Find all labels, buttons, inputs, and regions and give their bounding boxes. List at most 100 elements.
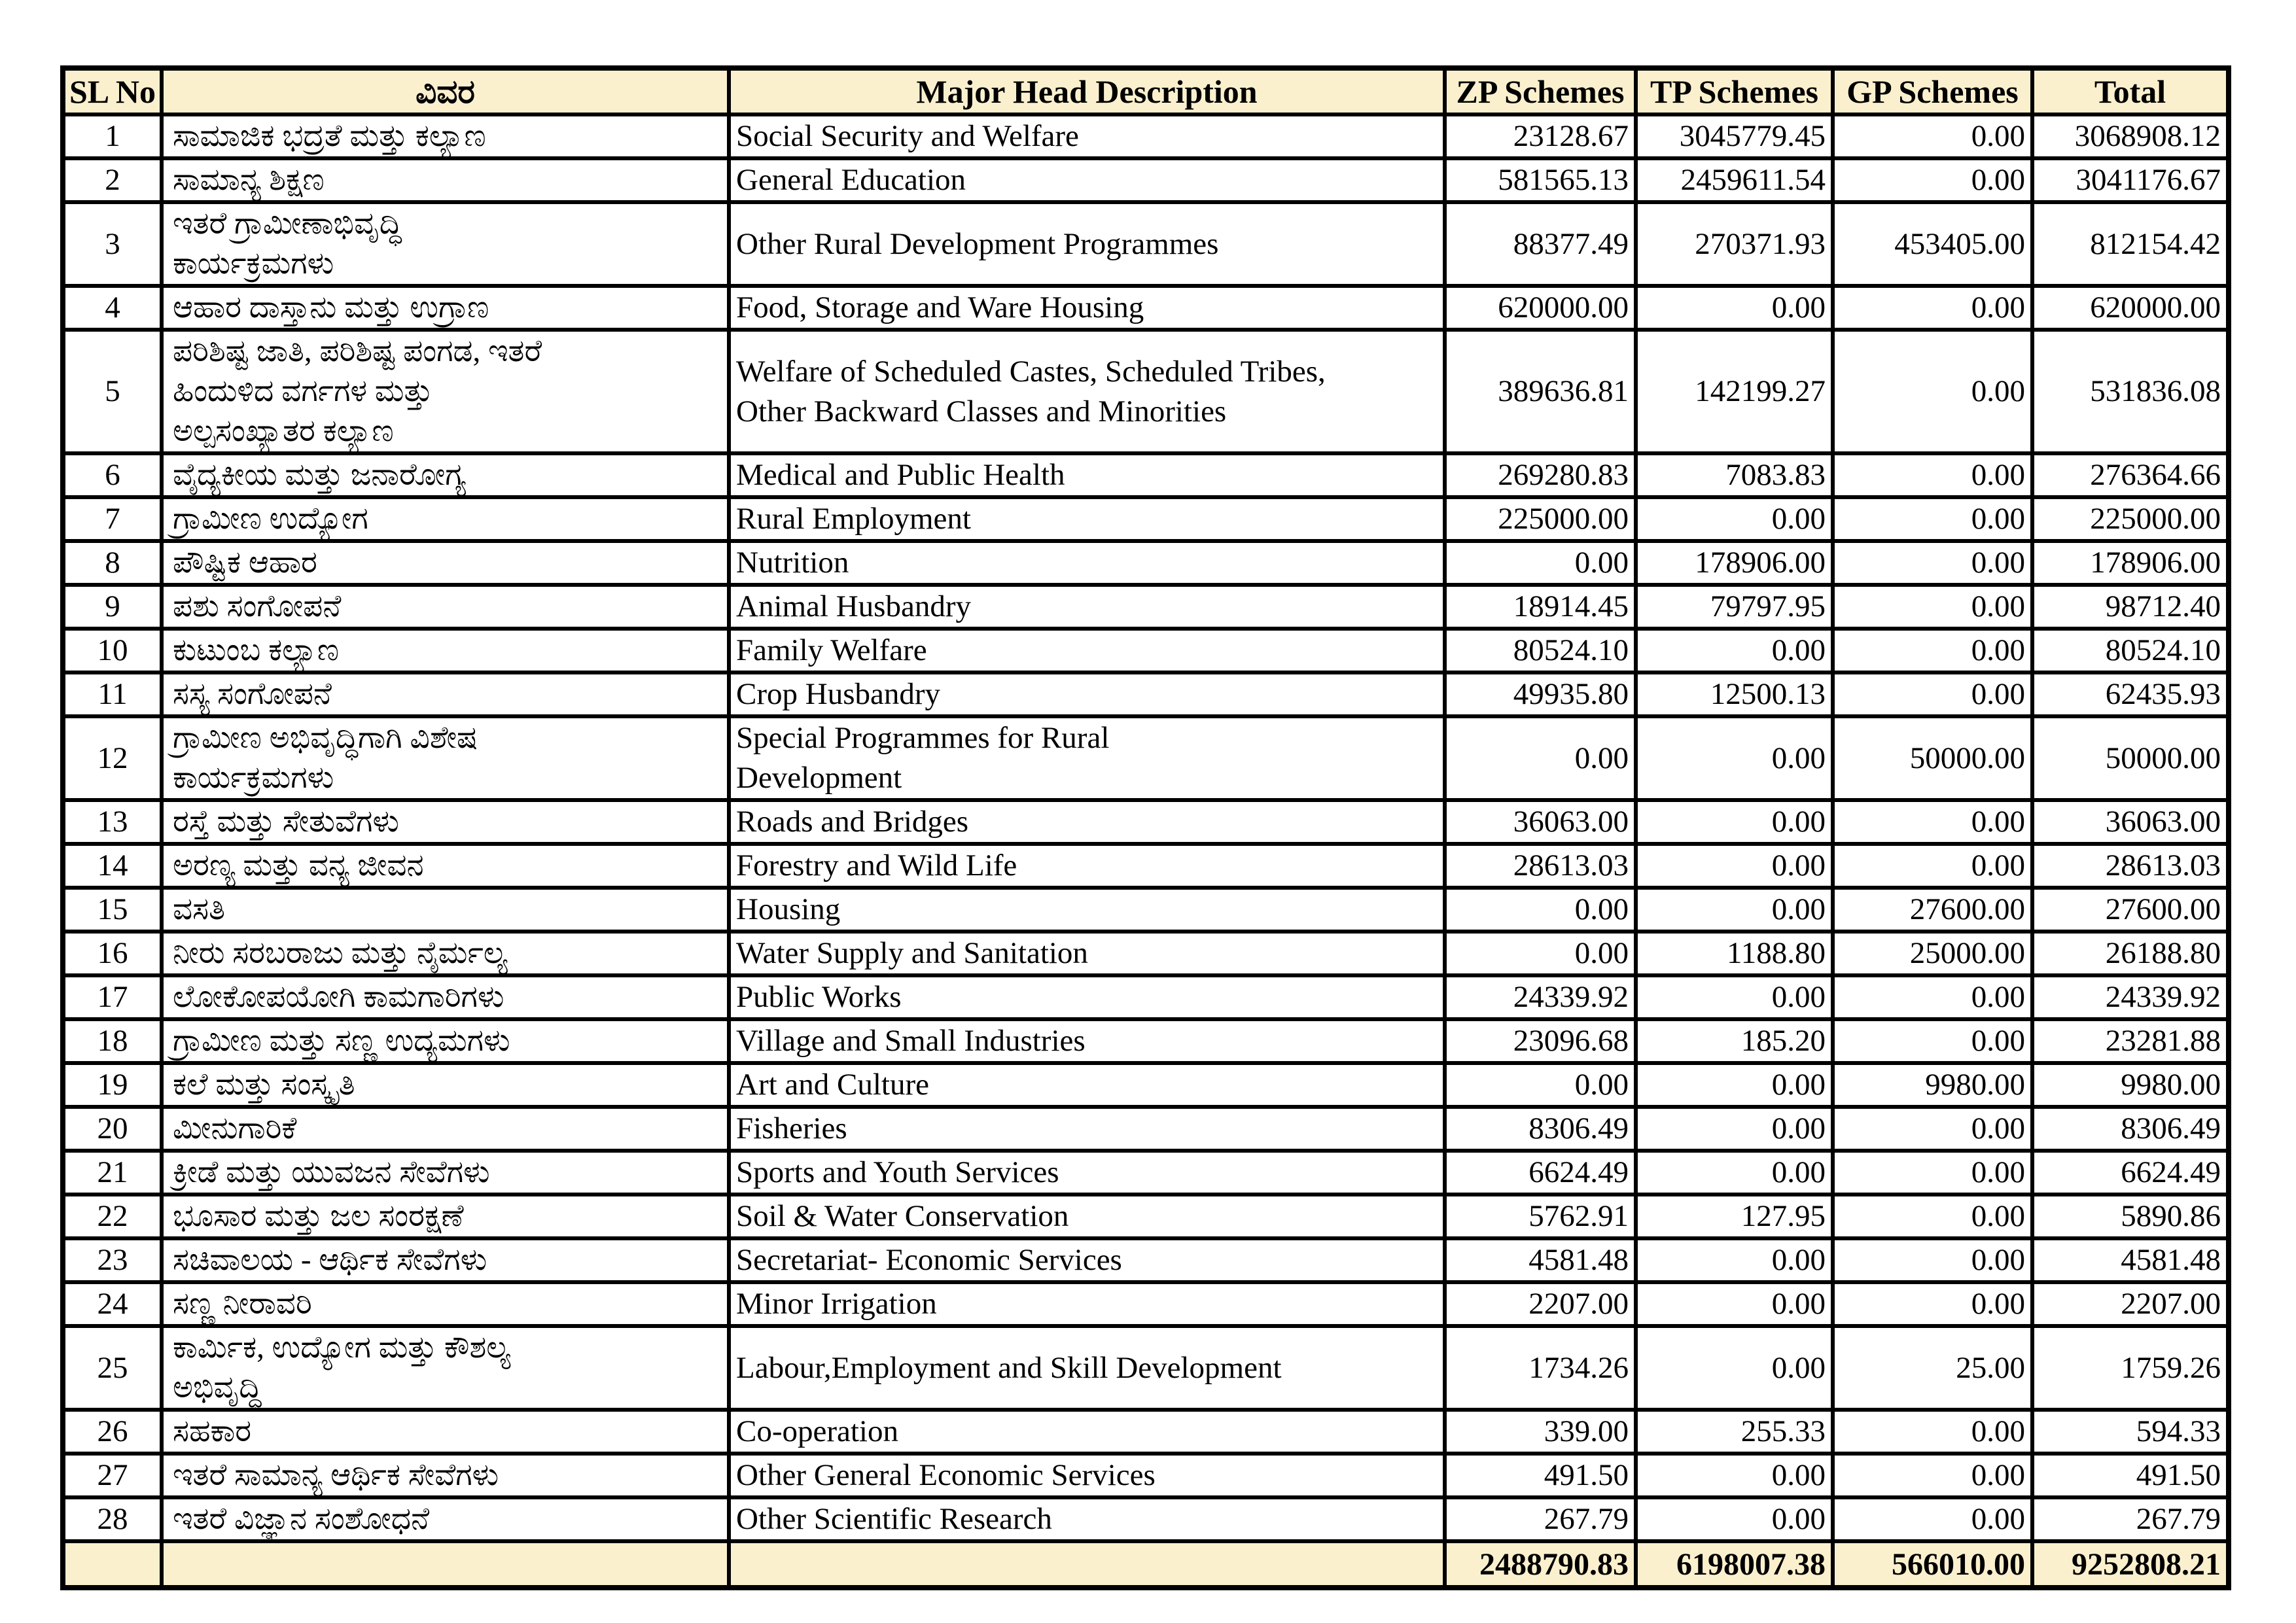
col-header-total: Total [2030, 66, 2231, 116]
footer-empty-details-cell [160, 1539, 731, 1590]
zp-schemes-cell: 267.79 [1443, 1495, 1638, 1543]
gp-schemes-cell: 0.00 [1831, 1452, 2034, 1499]
major-head-description-cell: Special Programmes for Rural Development [727, 714, 1447, 802]
zp-schemes-cell: 0.00 [1443, 1061, 1638, 1109]
details-kannada-cell: ಕುಟುಂಬ ಕಲ್ಯಾಣ [160, 627, 731, 674]
table-row: 14 ಅರಣ್ಯ ಮತ್ತು ವನ್ಯ ಜೀವನ Forestry and Wild… [61, 842, 2231, 890]
major-head-description-cell: Other Rural Development Programmes [727, 200, 1447, 288]
gp-schemes-cell: 0.00 [1831, 113, 2034, 160]
table-row: 22 ಭೂಸಾರ ಮತ್ತು ಜಲ ಸಂರಕ್ಷಣೆ Soil & Water Co… [61, 1193, 2231, 1240]
details-kannada-cell: ಸಸ್ಯ ಸಂಗೋಪನೆ [160, 671, 731, 718]
gp-schemes-cell: 0.00 [1831, 156, 2034, 204]
sl-no-cell: 8 [61, 539, 164, 587]
total-cell: 3068908.12 [2030, 113, 2231, 160]
total-cell: 28613.03 [2030, 842, 2231, 890]
total-cell: 3041176.67 [2030, 156, 2231, 204]
major-head-description-cell: Nutrition [727, 539, 1447, 587]
total-cell: 36063.00 [2030, 798, 2231, 846]
sl-no-cell: 6 [61, 451, 164, 499]
total-cell: 620000.00 [2030, 284, 2231, 332]
sl-no-cell: 4 [61, 284, 164, 332]
sl-no-cell: 5 [61, 328, 164, 455]
table-footer: 2488790.83 6198007.38 566010.00 9252808.… [61, 1539, 2231, 1590]
tp-schemes-cell: 0.00 [1634, 886, 1835, 934]
table-row: 26 ಸಹಕಾರ Co-operation 339.00 255.33 0.00 594.3… [61, 1408, 2231, 1456]
table-row: 23 ಸಚಿವಾಲಯ - ಆರ್ಥಿಕ ಸೇವೆಗಳು Secretariat- E… [61, 1236, 2231, 1284]
col-header-sl-no: SL No [61, 66, 164, 116]
table-row: 20 ಮೀನುಗಾರಿಕೆ Fisheries 8306.49 0.00 0.00 8306… [61, 1105, 2231, 1153]
sl-no-cell: 13 [61, 798, 164, 846]
table-row: 21 ಕ್ರೀಡೆ ಮತ್ತು ಯುವಜನ ಸೇವೆಗಳು Sports and Y… [61, 1149, 2231, 1196]
grand-total-tp-cell: 6198007.38 [1634, 1539, 1835, 1590]
gp-schemes-cell: 25.00 [1831, 1324, 2034, 1412]
table-row: 28 ಇತರೆ ವಿಜ್ಞಾನ ಸಂಶೋಧನೆ Other Scientific R… [61, 1495, 2231, 1543]
footer-empty-sl-cell [61, 1539, 164, 1590]
details-kannada-cell: ಕ್ರೀಡೆ ಮತ್ತು ಯುವಜನ ಸೇವೆಗಳು [160, 1149, 731, 1196]
zp-schemes-cell: 5762.91 [1443, 1193, 1638, 1240]
details-kannada-cell: ಆಹಾರ ದಾಸ್ತಾನು ಮತ್ತು ಉಗ್ರಾಣ [160, 284, 731, 332]
zp-schemes-cell: 339.00 [1443, 1408, 1638, 1456]
zp-schemes-cell: 1734.26 [1443, 1324, 1638, 1412]
gp-schemes-cell: 0.00 [1831, 1280, 2034, 1328]
table-row: 27 ಇತರೆ ಸಾಮಾನ್ಯ ಆರ್ಥಿಕ ಸೇವೆಗಳು Other Gener… [61, 1452, 2231, 1499]
sl-no-cell: 10 [61, 627, 164, 674]
details-kannada-cell: ಪರಿಶಿಷ್ಟ ಜಾತಿ, ಪರಿಶಿಷ್ಟ ಪಂಗಡ, ಇತರೆ ಹಿಂದು… [160, 328, 731, 455]
table-row: 1 ಸಾಮಾಜಿಕ ಭದ್ರತೆ ಮತ್ತು ಕಲ್ಯಾಣ Social Secur… [61, 113, 2231, 160]
zp-schemes-cell: 28613.03 [1443, 842, 1638, 890]
zp-schemes-cell: 36063.00 [1443, 798, 1638, 846]
tp-schemes-cell: 0.00 [1634, 1452, 1835, 1499]
table-row: 7 ಗ್ರಾಮೀಣ ಉದ್ಯೋಗ Rural Employment 225000.00… [61, 495, 2231, 543]
tp-schemes-cell: 0.00 [1634, 714, 1835, 802]
sl-no-cell: 9 [61, 583, 164, 631]
tp-schemes-cell: 255.33 [1634, 1408, 1835, 1456]
table-row: 18 ಗ್ರಾಮೀಣ ಮತ್ತು ಸಣ್ಣ ಉದ್ಯಮಗಳು Village and… [61, 1017, 2231, 1065]
gp-schemes-cell: 0.00 [1831, 328, 2034, 455]
tp-schemes-cell: 79797.95 [1634, 583, 1835, 631]
table-row: 24 ಸಣ್ಣ ನೀರಾವರಿ Minor Irrigation 2207.00 0.0… [61, 1280, 2231, 1328]
table-row: 2 ಸಾಮಾನ್ಯ ಶಿಕ್ಷಣ General Education 581565.1… [61, 156, 2231, 204]
sl-no-cell: 24 [61, 1280, 164, 1328]
table-row: 6 ವೈದ್ಯಕೀಯ ಮತ್ತು ಜನಾರೋಗ್ಯ Medical and Publ… [61, 451, 2231, 499]
major-head-description-cell: Other Scientific Research [727, 1495, 1447, 1543]
total-cell: 491.50 [2030, 1452, 2231, 1499]
gp-schemes-cell: 0.00 [1831, 973, 2034, 1021]
details-kannada-cell: ನೀರು ಸರಬರಾಜು ಮತ್ತು ನೈರ್ಮಲ್ಯ [160, 930, 731, 977]
zp-schemes-cell: 2207.00 [1443, 1280, 1638, 1328]
major-head-description-cell: Sports and Youth Services [727, 1149, 1447, 1196]
major-head-description-cell: Art and Culture [727, 1061, 1447, 1109]
tp-schemes-cell: 0.00 [1634, 1324, 1835, 1412]
details-kannada-cell: ಇತರೆ ವಿಜ್ಞಾನ ಸಂಶೋಧನೆ [160, 1495, 731, 1543]
grand-total-cell: 9252808.21 [2030, 1539, 2231, 1590]
details-kannada-cell: ಅರಣ್ಯ ಮತ್ತು ವನ್ಯ ಜೀವನ [160, 842, 731, 890]
sl-no-cell: 11 [61, 671, 164, 718]
details-kannada-cell: ಭೂಸಾರ ಮತ್ತು ಜಲ ಸಂರಕ್ಷಣೆ [160, 1193, 731, 1240]
zp-schemes-cell: 0.00 [1443, 930, 1638, 977]
total-cell: 594.33 [2030, 1408, 2231, 1456]
details-kannada-cell: ಸಚಿವಾಲಯ - ಆರ್ಥಿಕ ಸೇವೆಗಳು [160, 1236, 731, 1284]
details-kannada-cell: ಗ್ರಾಮೀಣ ಅಭಿವೃದ್ಧಿಗಾಗಿ ವಿಶೇಷ ಕಾರ್ಯಕ್ರಮಗಳು [160, 714, 731, 802]
tp-schemes-cell: 0.00 [1634, 1495, 1835, 1543]
major-head-description-cell: Fisheries [727, 1105, 1447, 1153]
tp-schemes-cell: 0.00 [1634, 798, 1835, 846]
major-head-description-cell: Family Welfare [727, 627, 1447, 674]
details-kannada-cell: ಕಲೆ ಮತ್ತು ಸಂಸ್ಕೃತಿ [160, 1061, 731, 1109]
major-head-description-cell: Public Works [727, 973, 1447, 1021]
gp-schemes-cell: 0.00 [1831, 842, 2034, 890]
table-row: 17 ಲೋಕೋಪಯೋಗಿ ಕಾಮಗಾರಿಗಳು Public Works 24339.… [61, 973, 2231, 1021]
tp-schemes-cell: 178906.00 [1634, 539, 1835, 587]
col-header-major-head-description: Major Head Description [727, 66, 1447, 116]
tp-schemes-cell: 0.00 [1634, 1061, 1835, 1109]
tp-schemes-cell: 0.00 [1634, 842, 1835, 890]
zp-schemes-cell: 389636.81 [1443, 328, 1638, 455]
sl-no-cell: 17 [61, 973, 164, 1021]
table-header: SL No ವಿವರ Major Head Description ZP Sch… [61, 66, 2231, 116]
major-head-description-cell: Social Security and Welfare [727, 113, 1447, 160]
zp-schemes-cell: 0.00 [1443, 539, 1638, 587]
details-kannada-cell: ಗ್ರಾಮೀಣ ಉದ್ಯೋಗ [160, 495, 731, 543]
details-kannada-cell: ಸಾಮಾನ್ಯ ಶಿಕ್ಷಣ [160, 156, 731, 204]
details-kannada-cell: ಲೋಕೋಪಯೋಗಿ ಕಾಮಗಾರಿಗಳು [160, 973, 731, 1021]
details-kannada-cell: ಸಹಕಾರ [160, 1408, 731, 1456]
sl-no-cell: 2 [61, 156, 164, 204]
total-cell: 26188.80 [2030, 930, 2231, 977]
zp-schemes-cell: 49935.80 [1443, 671, 1638, 718]
